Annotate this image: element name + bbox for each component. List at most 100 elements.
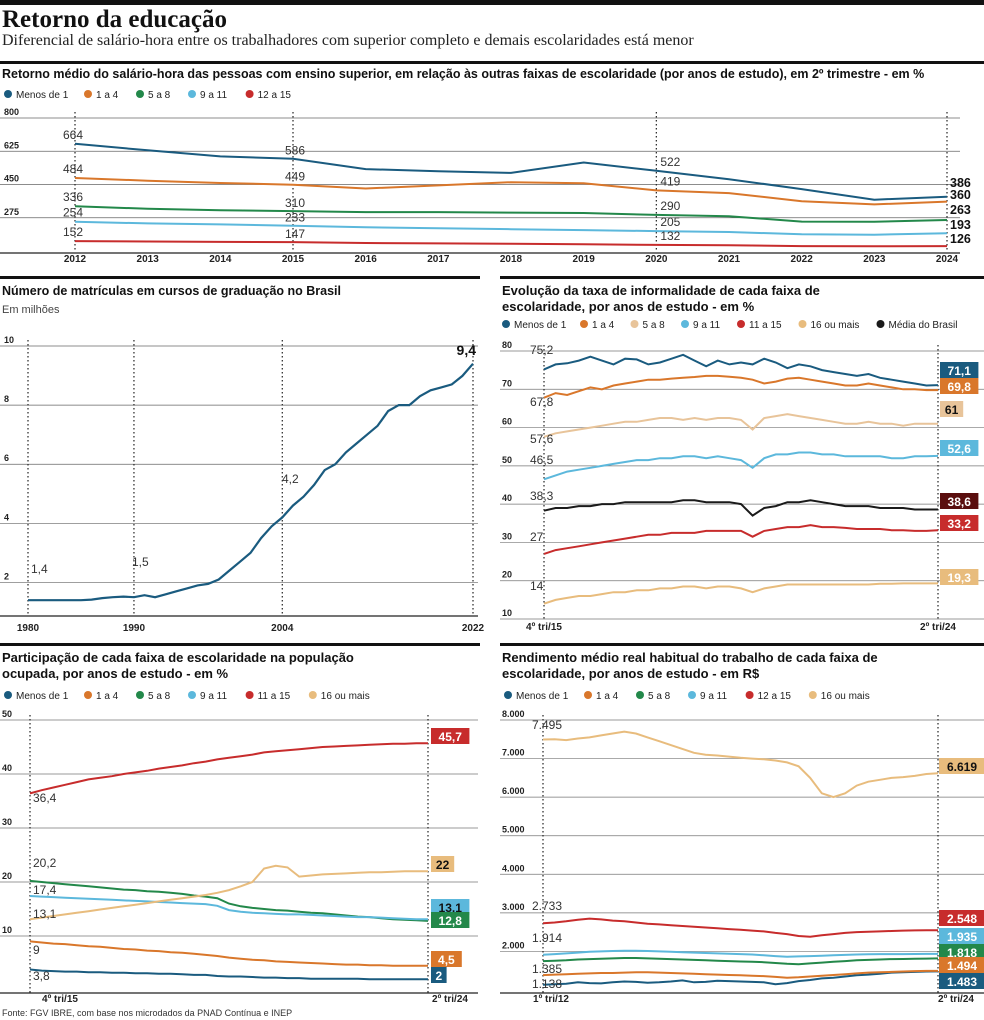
legend-label: Média do Brasil	[889, 320, 958, 331]
value-tag	[940, 569, 979, 585]
value-tag-label: 52,6	[948, 442, 972, 456]
y-tick-label: 60	[502, 417, 512, 427]
data-label: 14	[530, 579, 544, 593]
legend-swatch	[308, 691, 317, 699]
end-label: 126	[950, 232, 971, 246]
value-tag	[940, 440, 979, 456]
value-tag-label: 12,8	[439, 914, 463, 928]
value-tag-label: 45,7	[439, 730, 463, 744]
value-tag-label: 1.935	[947, 930, 977, 944]
legend-swatch	[84, 691, 92, 699]
chart-title: Rendimento médio real habitual do trabal…	[502, 650, 878, 665]
x-tick-label: 2004	[271, 623, 294, 634]
legend-swatch	[688, 691, 696, 699]
legend-label: 12 a 15	[258, 90, 292, 101]
value-tag-label: 13,1	[439, 901, 463, 915]
data-label: 664	[63, 128, 83, 142]
value-tag-label: 69,8	[948, 380, 972, 394]
data-label: 152	[63, 225, 83, 239]
value-tag	[939, 758, 984, 774]
x-tick-label: 2020	[645, 254, 668, 265]
x-tick-label: 2012	[64, 254, 87, 265]
data-label: 57,6	[530, 432, 554, 446]
y-tick-label: 40	[502, 493, 512, 503]
y-tick-label: 50	[2, 709, 12, 719]
x-tick-label: 1990	[123, 623, 146, 634]
legend-swatch	[630, 320, 639, 328]
legend-swatch	[4, 691, 12, 699]
y-tick-label: 800	[4, 107, 19, 117]
series-line	[74, 240, 948, 248]
data-label: 233	[285, 211, 305, 225]
series-line	[543, 413, 938, 438]
data-label: 1.914	[532, 931, 562, 945]
value-tag-label: 38,6	[948, 495, 972, 509]
legend-label: 5 a 8	[148, 90, 171, 101]
x-tick-label: 2016	[355, 254, 378, 265]
value-tag-label: 33,2	[948, 517, 972, 531]
data-label: 1,5	[132, 555, 149, 569]
data-label: 4,2	[282, 472, 299, 486]
value-tag	[431, 728, 470, 744]
data-label: 449	[285, 170, 305, 184]
page-title: Retorno da educação	[2, 6, 227, 33]
legend-label: 9 a 11	[693, 320, 720, 331]
value-tag-label: 2.548	[947, 912, 977, 926]
chart-title: escolaridade, por anos de estudo - em R$	[502, 666, 760, 681]
end-label: 360	[950, 188, 971, 202]
x-tick-label: 1980	[17, 623, 40, 634]
legend-swatch	[188, 691, 196, 699]
series-line	[542, 970, 939, 986]
y-tick-label: 5.000	[502, 825, 525, 835]
legend-swatch	[737, 320, 745, 328]
source-note: Fonte: FGV IBRE, com base nos microdados…	[2, 1008, 293, 1018]
chart-title: Evolução da taxa de informalidade de cad…	[502, 283, 820, 298]
legend-label: Menos de 1	[514, 320, 567, 331]
series-line	[543, 582, 938, 605]
data-label: 38,3	[530, 489, 554, 503]
legend-label: 16 ou mais	[321, 691, 370, 702]
y-tick-label: 625	[4, 140, 19, 150]
legend-label: 16 ou mais	[811, 320, 860, 331]
data-label: 290	[660, 199, 680, 213]
data-label: 7.495	[532, 718, 562, 732]
data-label: 522	[660, 155, 680, 169]
y-tick-label: 8	[4, 394, 9, 404]
value-tag-label: 2	[435, 969, 442, 983]
y-tick-label: 80	[502, 340, 512, 350]
series-line	[29, 864, 428, 921]
series-line	[543, 374, 938, 399]
series-line	[29, 879, 429, 922]
series-line	[74, 220, 948, 236]
series-line	[542, 917, 938, 938]
x-tick-label: 2º tri/24	[938, 994, 974, 1005]
data-label: 46,5	[530, 453, 554, 467]
series-line	[542, 730, 939, 799]
y-tick-label: 40	[2, 763, 12, 773]
data-label: 419	[660, 174, 680, 188]
x-tick-label: 1º tri/12	[533, 994, 569, 1005]
data-label: 13,1	[33, 907, 57, 921]
x-tick-label: 2023	[863, 254, 886, 265]
legend-swatch	[4, 90, 12, 98]
data-label: 36,4	[33, 791, 57, 805]
data-label: 67,8	[530, 395, 554, 409]
data-label: 254	[63, 206, 83, 220]
y-tick-label: 20	[502, 570, 512, 580]
x-tick-label: 2013	[137, 254, 160, 265]
y-tick-label: 3.000	[502, 902, 525, 912]
x-tick-label: 2018	[500, 254, 523, 265]
legend-label: Menos de 1	[16, 90, 69, 101]
y-tick-label: 7.000	[502, 748, 525, 758]
data-label: 3,8	[33, 969, 50, 983]
series-line	[29, 895, 428, 921]
y-tick-label: 275	[4, 207, 19, 217]
x-tick-label: 2021	[718, 254, 741, 265]
series-line	[542, 957, 939, 966]
data-label: 2.733	[532, 899, 562, 913]
legend-label: 12 a 15	[758, 691, 792, 702]
legend-swatch	[745, 691, 754, 699]
y-tick-label: 6	[4, 453, 9, 463]
section-rule	[0, 643, 480, 646]
